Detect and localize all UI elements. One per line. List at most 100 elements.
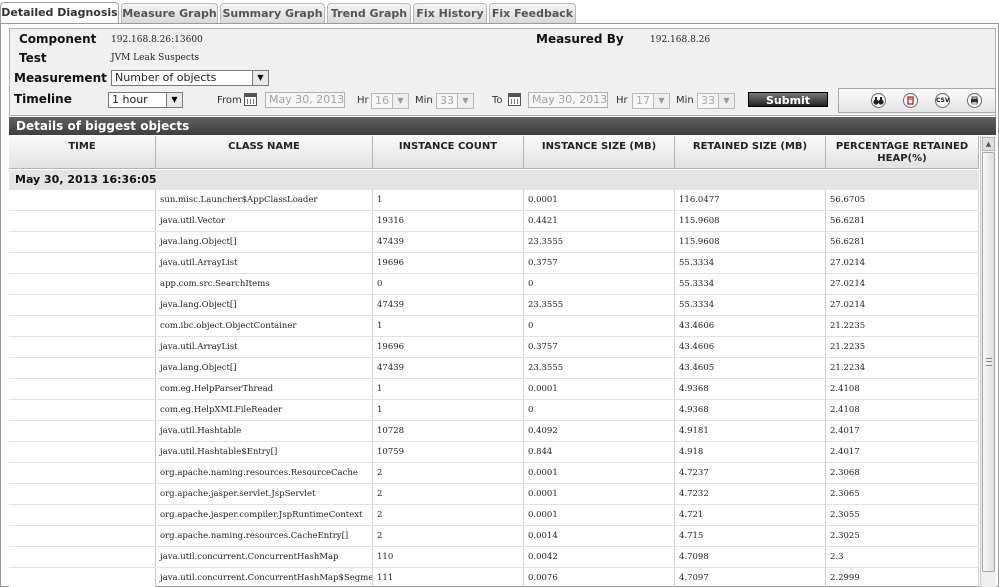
binoculars-icon[interactable] bbox=[871, 93, 886, 108]
calendar-icon[interactable] bbox=[508, 93, 521, 106]
from-label: From bbox=[217, 95, 242, 106]
table-row[interactable]: org.apache.jasper.servlet.JspServlet 2 0.0… bbox=[9, 484, 979, 505]
class-name-cell: com.ibc.object.ObjectContainer bbox=[156, 316, 373, 336]
table-row[interactable]: java.util.Hashtable 10728 0.4092 4.9181 2.40… bbox=[9, 421, 979, 442]
instance-size-cell: 0.0001 bbox=[524, 190, 675, 210]
table-row[interactable]: java.util.concurrent.ConcurrentHashMap$S… bbox=[9, 568, 979, 587]
instance-count-cell: 2 bbox=[373, 505, 524, 525]
table-row[interactable]: org.apache.naming.resources.ResourceCach… bbox=[9, 463, 979, 484]
instance-count-cell: 1 bbox=[373, 190, 524, 210]
instance-size-cell: 23.3555 bbox=[524, 232, 675, 252]
vertical-scrollbar[interactable]: ▲ bbox=[980, 136, 996, 587]
tab-measure-graph[interactable]: Measure Graph bbox=[121, 3, 218, 24]
timeline-select[interactable]: 1 hour ▼ bbox=[108, 92, 183, 108]
class-name-cell: java.lang.Object[] bbox=[156, 232, 373, 252]
instance-size-cell: 0.0001 bbox=[524, 379, 675, 399]
class-name-cell: org.apache.jasper.compiler.JspRuntimeCon… bbox=[156, 505, 373, 525]
print-icon[interactable] bbox=[967, 93, 982, 108]
percentage-cell: 27.0214 bbox=[826, 253, 979, 273]
retained-size-cell: 55.3334 bbox=[675, 274, 826, 294]
retained-size-cell: 4.715 bbox=[675, 526, 826, 546]
class-name-cell: sun.misc.Launcher$AppClassLoader bbox=[156, 190, 373, 210]
instance-count-cell: 47439 bbox=[373, 358, 524, 378]
table-row[interactable]: com.ibc.object.ObjectContainer 1 0 43.4606 2… bbox=[9, 316, 979, 337]
retained-size-cell: 4.9368 bbox=[675, 379, 826, 399]
table-row[interactable]: com.eg.HelpParserThread 1 0.0001 4.9368 2.41… bbox=[9, 379, 979, 400]
table-row[interactable]: java.util.ArrayList 19696 0.3757 55.3334 27.… bbox=[9, 253, 979, 274]
class-name-cell: java.util.ArrayList bbox=[156, 337, 373, 357]
table-row[interactable]: java.lang.Object[] 47439 23.3555 115.9608 56… bbox=[9, 232, 979, 253]
calendar-icon[interactable] bbox=[244, 93, 257, 106]
column-header-instance-count[interactable]: INSTANCE COUNT bbox=[373, 136, 524, 169]
percentage-cell: 2.3068 bbox=[826, 463, 979, 483]
tab-fix-feedback[interactable]: Fix Feedback bbox=[489, 3, 576, 24]
class-name-cell: org.apache.naming.resources.CacheEntry[] bbox=[156, 526, 373, 546]
tab-detailed-diagnosis[interactable]: Detailed Diagnosis bbox=[0, 2, 119, 24]
measured-by-value: 192.168.8.26 bbox=[650, 35, 711, 45]
from-min-select[interactable]: 33 ▼ bbox=[436, 93, 474, 109]
from-min-value: 33 bbox=[440, 94, 454, 107]
instance-size-cell: 0.4092 bbox=[524, 421, 675, 441]
instance-size-cell: 0 bbox=[524, 316, 675, 336]
class-name-cell: java.util.Hashtable bbox=[156, 421, 373, 441]
column-header-percentage-retained-heap[interactable]: PERCENTAGE RETAINED HEAP(%) bbox=[826, 136, 979, 169]
tab-fix-history[interactable]: Fix History bbox=[413, 3, 487, 24]
class-name-cell: com.eg.HelpXMLFileReader bbox=[156, 400, 373, 420]
instance-count-cell: 2 bbox=[373, 463, 524, 483]
scroll-up-icon[interactable]: ▲ bbox=[982, 137, 995, 151]
submit-button[interactable]: Submit bbox=[748, 92, 828, 107]
class-name-cell: java.lang.Object[] bbox=[156, 358, 373, 378]
percentage-cell: 56.6705 bbox=[826, 190, 979, 210]
from-date-field[interactable]: May 30, 2013 bbox=[265, 92, 345, 108]
column-header-instance-size[interactable]: INSTANCE SIZE (MB) bbox=[524, 136, 675, 169]
table-row[interactable]: org.apache.jasper.compiler.JspRuntimeCon… bbox=[9, 505, 979, 526]
pdf-icon[interactable] bbox=[903, 93, 918, 108]
table-row[interactable]: org.apache.naming.resources.CacheEntry[]… bbox=[9, 526, 979, 547]
to-date-field[interactable]: May 30, 2013 bbox=[528, 92, 608, 108]
instance-count-cell: 2 bbox=[373, 526, 524, 546]
table-row[interactable]: java.lang.Object[] 47439 23.3555 43.4605 21.… bbox=[9, 358, 979, 379]
chevron-down-icon: ▼ bbox=[718, 94, 734, 108]
class-name-cell: com.eg.HelpParserThread bbox=[156, 379, 373, 399]
table-row[interactable]: app.com.src.SearchItems 0 0 55.3334 27.0214 bbox=[9, 274, 979, 295]
table-row[interactable]: sun.misc.Launcher$AppClassLoader 1 0.0001 1… bbox=[9, 190, 979, 211]
instance-size-cell: 0.844 bbox=[524, 442, 675, 462]
retained-size-cell: 4.7097 bbox=[675, 568, 826, 587]
column-header-class-name[interactable]: CLASS NAME bbox=[156, 136, 373, 169]
timeline-label: Timeline bbox=[14, 92, 72, 106]
component-label: Component bbox=[19, 32, 97, 46]
to-min-select[interactable]: 33 ▼ bbox=[697, 93, 735, 109]
percentage-cell: 2.4017 bbox=[826, 442, 979, 462]
percentage-cell: 2.2999 bbox=[826, 568, 979, 587]
chevron-down-icon: ▼ bbox=[392, 94, 408, 108]
percentage-cell: 21.2235 bbox=[826, 337, 979, 357]
instance-size-cell: 0.3757 bbox=[524, 337, 675, 357]
instance-size-cell: 0.3757 bbox=[524, 253, 675, 273]
csv-icon[interactable]: CSV bbox=[935, 93, 950, 108]
instance-count-cell: 19316 bbox=[373, 211, 524, 231]
tab-bar: Detailed Diagnosis Measure Graph Summary… bbox=[0, 0, 999, 24]
tab-trend-graph[interactable]: Trend Graph bbox=[327, 3, 411, 24]
table-row[interactable]: java.util.concurrent.ConcurrentHashMap 11… bbox=[9, 547, 979, 568]
instance-size-cell: 23.3555 bbox=[524, 358, 675, 378]
to-min-label: Min bbox=[676, 95, 694, 106]
instance-count-cell: 111 bbox=[373, 568, 524, 587]
column-header-retained-size[interactable]: RETAINED SIZE (MB) bbox=[675, 136, 826, 169]
table-row[interactable]: java.util.Hashtable$Entry[] 10759 0.844 4.9… bbox=[9, 442, 979, 463]
measurement-select[interactable]: Number of objects ▼ bbox=[111, 70, 269, 86]
instance-size-cell: 0.0076 bbox=[524, 568, 675, 587]
table-row[interactable]: com.eg.HelpXMLFileReader 1 0 4.9368 2.4108 bbox=[9, 400, 979, 421]
table-row[interactable]: java.lang.Object[] 47439 23.3555 55.3334 27.… bbox=[9, 295, 979, 316]
retained-size-cell: 4.7098 bbox=[675, 547, 826, 567]
instance-count-cell: 47439 bbox=[373, 295, 524, 315]
grip-icon bbox=[986, 358, 992, 366]
table-row[interactable]: java.util.ArrayList 19696 0.3757 43.4606 21.… bbox=[9, 337, 979, 358]
scrollbar-thumb[interactable] bbox=[982, 152, 995, 572]
retained-size-cell: 55.3334 bbox=[675, 295, 826, 315]
tab-summary-graph[interactable]: Summary Graph bbox=[220, 3, 325, 24]
table-row[interactable]: java.util.Vector 19316 0.4421 115.9608 56.62… bbox=[9, 211, 979, 232]
component-value: 192.168.8.26:13600 bbox=[111, 35, 203, 45]
column-header-time[interactable]: TIME bbox=[9, 136, 156, 169]
from-hr-select[interactable]: 16 ▼ bbox=[371, 93, 409, 109]
to-hr-select[interactable]: 17 ▼ bbox=[632, 93, 670, 109]
